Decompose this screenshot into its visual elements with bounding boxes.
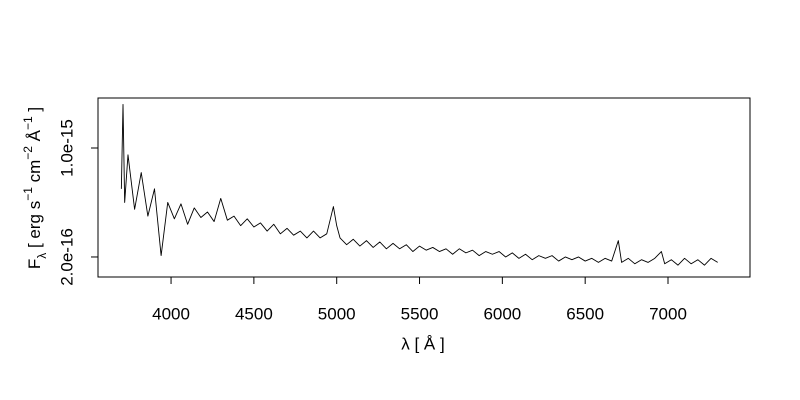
y-tick-label: 2.0e-16	[57, 228, 76, 286]
x-tick-label: 6000	[483, 304, 521, 323]
y-label-part: cm	[25, 160, 44, 187]
y-label-part: −1	[21, 116, 35, 130]
y-label-part: [ erg s	[25, 201, 44, 253]
x-axis-label: λ [ Å ]	[401, 334, 444, 353]
y-tick-label: 1.0e-15	[57, 119, 76, 177]
x-tick-label: 4000	[152, 304, 190, 323]
plot-frame	[97, 97, 751, 278]
y-label-part: ]	[25, 107, 44, 116]
x-tick-label: 5500	[401, 304, 439, 323]
y-label-part: −1	[21, 187, 35, 201]
x-tick-label: 5000	[318, 304, 356, 323]
x-tick-label: 7000	[649, 304, 687, 323]
y-label-part: −2	[21, 146, 35, 160]
y-label-part: λ	[35, 253, 49, 259]
x-tick-label: 4500	[235, 304, 273, 323]
y-label-part: F	[25, 259, 44, 269]
spectrum-line	[120, 103, 718, 266]
y-axis-label: Fλ [ erg s−1 cm−2 Å−1 ]	[21, 107, 49, 269]
x-tick-label: 6500	[566, 304, 604, 323]
y-label-part: Å	[25, 129, 44, 146]
